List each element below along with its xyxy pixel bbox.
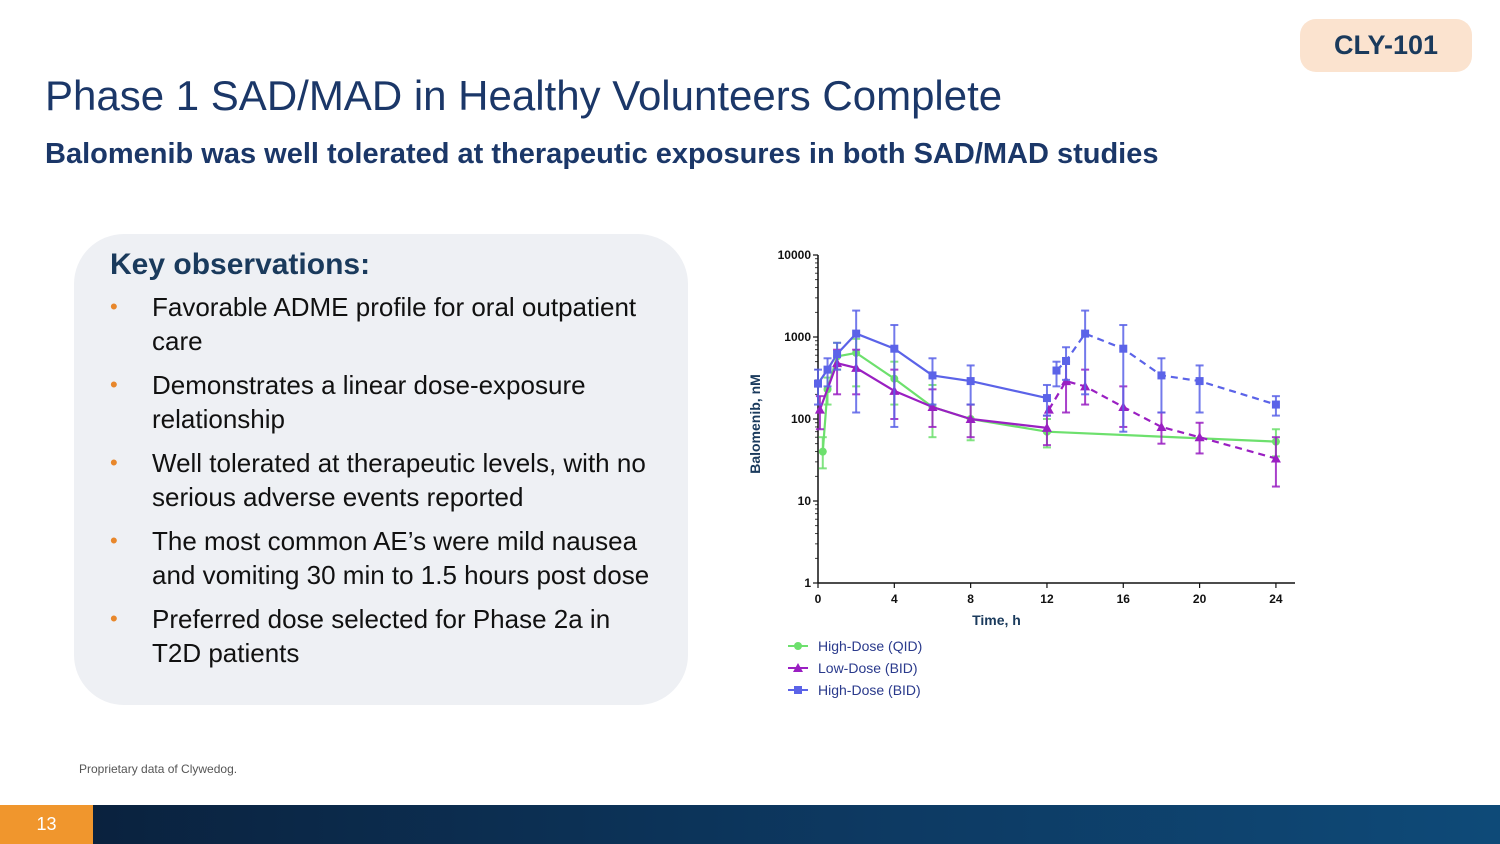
data-point bbox=[1157, 371, 1166, 380]
data-point bbox=[965, 414, 976, 423]
page-subtitle: Balomenib was well tolerated at therapeu… bbox=[45, 138, 1159, 170]
data-point bbox=[1062, 356, 1071, 365]
list-item-text: Demonstrates a linear dose-exposure rela… bbox=[152, 370, 586, 434]
legend-label: High-Dose (QID) bbox=[818, 638, 922, 654]
data-point bbox=[818, 447, 827, 456]
data-point bbox=[1195, 377, 1204, 386]
list-item: • The most common AE’s were mild nausea a… bbox=[110, 524, 658, 592]
key-observations-panel: Key observations: • Favorable ADME profil… bbox=[74, 234, 688, 705]
list-item-text: Favorable ADME profile for oral outpatie… bbox=[152, 292, 637, 356]
list-item-text: Well tolerated at therapeutic levels, wi… bbox=[152, 448, 646, 512]
legend-label: High-Dose (BID) bbox=[818, 682, 921, 698]
data-point bbox=[1119, 344, 1128, 353]
data-point bbox=[1052, 366, 1061, 375]
x-tick-label: 4 bbox=[891, 592, 898, 606]
data-point bbox=[823, 365, 832, 374]
data-point bbox=[1270, 453, 1281, 463]
data-point bbox=[1081, 329, 1090, 338]
y-tick-label: 1 bbox=[804, 576, 811, 590]
data-point bbox=[1156, 421, 1167, 431]
panel-heading: Key observations: bbox=[110, 248, 371, 281]
legend-marker bbox=[793, 663, 803, 672]
bullet-icon: • bbox=[110, 372, 118, 397]
legend-marker bbox=[794, 642, 802, 650]
x-tick-label: 8 bbox=[967, 592, 974, 606]
pk-chart: 1 10 100 1000 10000 0 4 8 12 16 20 24 Time, h Balomen… bbox=[747, 248, 1295, 698]
list-item-text: Preferred dose selected for Phase 2a in … bbox=[152, 604, 611, 668]
legend-marker bbox=[794, 686, 802, 694]
data-point bbox=[814, 404, 825, 414]
data-point bbox=[966, 377, 975, 386]
y-tick-label: 10000 bbox=[778, 248, 812, 262]
data-point bbox=[814, 379, 822, 388]
page-title: Phase 1 SAD/MAD in Healthy Volunteers Co… bbox=[45, 72, 1003, 119]
data-point bbox=[927, 402, 938, 412]
x-axis-title: Time, h bbox=[972, 612, 1021, 628]
footnote: Proprietary data of Clywedog. bbox=[79, 762, 238, 776]
legend-label: Low-Dose (BID) bbox=[818, 660, 918, 676]
list-item: • Preferred dose selected for Phase 2a in… bbox=[110, 602, 658, 670]
data-point bbox=[1194, 432, 1205, 442]
x-tick-label: 24 bbox=[1269, 592, 1283, 606]
bullet-icon: • bbox=[110, 528, 118, 553]
page-number: 13 bbox=[0, 805, 93, 844]
x-tick-label: 16 bbox=[1117, 592, 1131, 606]
y-tick-label: 1000 bbox=[784, 330, 811, 344]
study-badge: CLY-101 bbox=[1300, 19, 1472, 72]
x-tick-label: 20 bbox=[1193, 592, 1207, 606]
data-point bbox=[890, 344, 899, 353]
observations-list: • Favorable ADME profile for oral outpati… bbox=[110, 290, 658, 670]
y-axis-title: Balomenib, nM bbox=[747, 374, 763, 474]
y-tick-label: 100 bbox=[791, 412, 811, 426]
footer-bar bbox=[0, 805, 1500, 844]
y-tick-label: 10 bbox=[798, 494, 812, 508]
data-point bbox=[1043, 404, 1054, 414]
data-point bbox=[833, 350, 842, 359]
list-item: • Favorable ADME profile for oral outpati… bbox=[110, 290, 658, 358]
list-item: • Demonstrates a linear dose-exposure rel… bbox=[110, 368, 658, 436]
data-point bbox=[1271, 400, 1280, 409]
list-item: • Well tolerated at therapeutic levels, w… bbox=[110, 446, 658, 514]
series-line-2 bbox=[1055, 332, 1277, 406]
x-tick-label: 12 bbox=[1040, 592, 1054, 606]
bullet-icon: • bbox=[110, 450, 118, 475]
data-point bbox=[1041, 422, 1052, 432]
bullet-icon: • bbox=[110, 606, 118, 631]
list-item-text: The most common AE’s were mild nausea an… bbox=[152, 526, 650, 590]
data-point bbox=[1042, 394, 1051, 403]
data-point bbox=[928, 371, 937, 380]
x-tick-label: 0 bbox=[815, 592, 822, 606]
bullet-icon: • bbox=[110, 294, 118, 319]
series-line-0 bbox=[821, 351, 1276, 452]
data-point bbox=[852, 329, 861, 338]
